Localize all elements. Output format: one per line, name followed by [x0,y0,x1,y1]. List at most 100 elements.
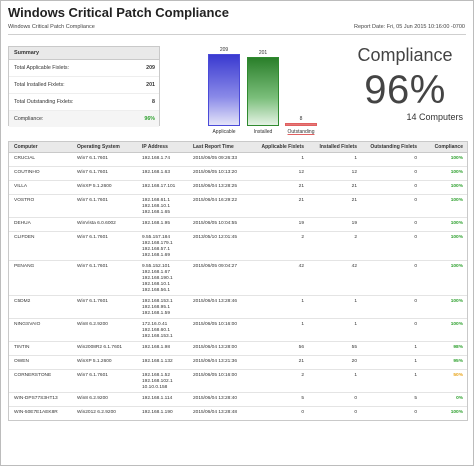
operating-system: Win7 6.1.7601 [77,156,108,161]
operating-system: Win7 6.1.7601 [77,264,108,269]
operating-system: Win7 6.1.7601 [77,170,108,175]
summary-value: 8 [152,99,155,105]
last-report-time: 2015/06/05 10:04:55 [193,221,238,226]
table-row[interactable]: TINTIN Win2008R2 6.1.7601 192.168.1.98 2015… [9,342,467,356]
ip-address: 172.16.0.41 192.168.60.1 192.168.153.1 [142,322,173,340]
last-report-time: 2015/06/04 13:28:46 [193,299,238,304]
computer-name: OWEN [14,359,29,364]
col-header-applicable[interactable]: Applicable Fixlets [261,144,304,150]
computer-name: CORNERSTONE [14,373,52,378]
table-row[interactable]: DEHUA WinVista 6.0.6002 192.168.1.95 2015/0… [9,218,467,232]
computer-name: TINTIN [14,345,30,350]
table-row[interactable]: WIN-DPS77S3HT13 Win8 6.2.9200 192.168.1.11… [9,393,467,407]
header-divider [8,34,466,35]
col-header-installed[interactable]: Installed Fixlets [319,144,357,150]
table-row[interactable]: VOSTRO Win7 6.1.7601 192.168.61.1 192.168.1… [9,195,467,218]
col-header-last-report[interactable]: Last Report Time [193,144,234,150]
table-row[interactable]: PENANG Win7 6.1.7601 9.55.152.101 192.168.1… [9,261,467,296]
outstanding-fixlets: 5 [414,396,417,401]
bar-value-label: 201 [258,49,268,56]
table-row[interactable]: OWEN WinXP 5.1.2600 192.168.1.132 2015/06/0… [9,356,467,370]
installed-fixlets: 1 [354,156,357,161]
row-compliance: 100% [450,410,463,415]
installed-fixlets: 0 [354,410,357,415]
outstanding-fixlets: 0 [414,156,417,161]
operating-system: Win7 6.1.7601 [77,299,108,304]
last-report-time: 2015/06/04 13:21:36 [193,359,238,364]
outstanding-fixlets: 0 [414,235,417,240]
summary-header: Summary [9,47,159,60]
row-compliance: 100% [450,221,463,226]
installed-fixlets: 42 [351,264,357,269]
installed-fixlets: 20 [351,359,357,364]
applicable-fixlets: 2 [301,235,304,240]
computers-table: Computer Operating System IP Address Las… [8,141,468,421]
applicable-fixlets: 42 [298,264,304,269]
ip-address: 192.168.153.1 192.168.95.1 192.168.1.59 [142,299,173,317]
ip-line: 192.168.56.1 [142,288,171,293]
operating-system: Win7 6.1.7601 [77,373,108,378]
ip-line: 192.168.1.114 [142,396,173,401]
last-report-time: 2015/06/04 13:28:00 [193,345,238,350]
ip-address: 192.168.1.63 [142,170,170,176]
summary-value: 201 [146,82,155,88]
summary-label: Compliance: [14,116,44,122]
col-header-outstanding[interactable]: Outstanding Fixlets [370,144,417,150]
ip-line: 192.168.153.1 [142,334,173,339]
ip-line: 192.168.1.95 [142,221,171,226]
installed-fixlets: 12 [351,170,357,175]
table-row[interactable]: CRUCIAL Win7 6.1.7601 192.168.1.74 2015/06/… [9,153,467,167]
last-report-time: 2015/06/05 10:16:00 [193,373,238,378]
col-header-ip[interactable]: IP Address [142,144,168,150]
table-row[interactable]: NINGSVAIO Win8 6.2.9200 172.16.0.41 192.168… [9,319,467,342]
table-row[interactable]: VILLA WinXP 5.1.2600 192.168.17.101 2015/06… [9,181,467,195]
ip-line: 192.168.10.1 [142,204,171,209]
ip-address: 192.168.1.52 192.168.102.1 10.10.0.158 [142,373,173,391]
row-compliance: 100% [450,170,463,175]
ip-line: 192.168.179.1 [142,241,173,246]
bar-column-installed: 201 Installed [247,50,279,135]
computer-name: WIN-50E7E1AEK8R [14,410,58,415]
last-report-time: 2015/06/05 10:13:20 [193,170,238,175]
fixlet-bar-chart: 209 Applicable 201 Installed 8 Outstanding [201,41,326,136]
operating-system: WinXP 5.1.2600 [77,184,112,189]
row-compliance: 100% [450,235,463,240]
ip-line: 192.168.1.67 [142,270,171,275]
row-compliance: 98% [453,345,463,350]
row-compliance: 100% [450,264,463,269]
operating-system: Win8 6.2.9200 [77,396,108,401]
summary-row-installed: Total Installed Fixlets: 201 [9,77,159,94]
applicable-fixlets: 1 [301,156,304,161]
table-row[interactable]: CORNERSTONE Win7 6.1.7601 192.168.1.52 192.… [9,370,467,393]
table-row[interactable]: C5DM2 Win7 6.1.7601 192.168.153.1 192.168.9… [9,296,467,319]
col-header-computer[interactable]: Computer [14,144,38,150]
computer-name: PENANG [14,264,35,269]
ip-line: 192.168.61.1 [142,198,171,203]
summary-label: Total Applicable Fixlets: [14,65,70,71]
installed-fixlets: 0 [354,396,357,401]
summary-row-applicable: Total Applicable Fixlets: 209 [9,60,159,77]
ip-address: 192.168.1.74 [142,156,170,162]
ip-address: 192.168.1.114 [142,396,172,402]
installed-fixlets: 21 [351,184,357,189]
summary-label: Total Installed Fixlets: [14,82,65,88]
col-header-compliance[interactable]: Compliance [434,144,463,150]
table-row[interactable]: CLIFDEN Win7 6.1.7601 9.55.157.184 192.168.… [9,232,467,261]
row-compliance: 100% [450,198,463,203]
col-header-os[interactable]: Operating System [77,144,120,150]
computer-name: VILLA [14,184,28,189]
computer-name: CLIFDEN [14,235,35,240]
applicable-fixlets: 1 [301,299,304,304]
computer-name: CRUCIAL [14,156,36,161]
compliance-panel: Compliance 96% 14 Computers [341,45,469,122]
applicable-fixlets: 12 [298,170,304,175]
row-compliance: 100% [450,322,463,327]
ip-line: 192.168.153.1 [142,299,173,304]
outstanding-fixlets: 0 [414,184,417,189]
installed-fixlets: 1 [354,373,357,378]
ip-line: 9.55.157.184 [142,235,171,240]
table-row[interactable]: COUTINHO Win7 6.1.7601 192.168.1.63 2015/06… [9,167,467,181]
compliance-value: 96% [364,68,446,112]
table-row[interactable]: WIN-50E7E1AEK8R Win2012 6.2.9200 192.168.1… [9,407,467,420]
row-compliance: 100% [450,184,463,189]
